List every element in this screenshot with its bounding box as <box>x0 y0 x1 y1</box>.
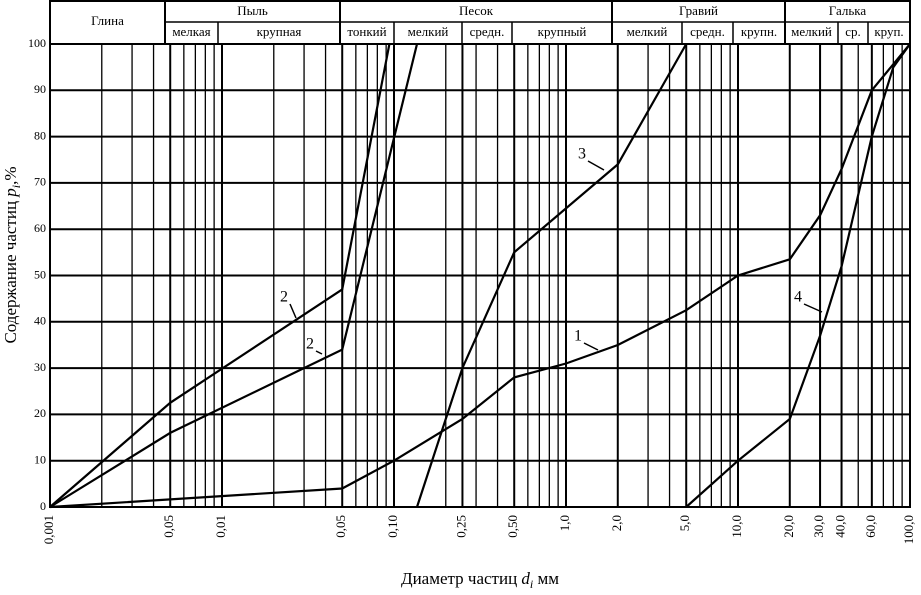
header-subgroup: круп. <box>874 24 903 39</box>
header: Глина Пыль Песок Гравий Галька мелкая крупная т… <box>49 0 911 45</box>
x-tick-label: 2,0 <box>609 515 624 531</box>
curve-label: 2 <box>306 336 314 353</box>
curve <box>49 43 911 509</box>
y-tick-label: 60 <box>34 221 46 235</box>
x-tick-label: 5,0 <box>677 515 692 531</box>
y-tick-label: 80 <box>34 128 46 142</box>
x-tick-label: 60,0 <box>863 515 878 538</box>
x-tick-label: 0,001 <box>41 515 56 544</box>
leader-line <box>315 350 323 355</box>
y-tick-label: 100 <box>28 36 46 50</box>
curves <box>49 43 911 509</box>
x-tick-label: 0,25 <box>453 515 468 538</box>
leader-line <box>587 160 605 171</box>
xlabel: Диаметр частиц di мм <box>401 569 559 591</box>
x-tick-label: 20,0 <box>781 515 796 538</box>
curve <box>415 43 688 508</box>
curve <box>49 43 419 508</box>
curve-label: 3 <box>578 146 586 163</box>
grid <box>49 43 911 508</box>
x-tick-label: 1,0 <box>557 515 572 531</box>
header-group: Пыль <box>237 3 268 18</box>
curve-label: 4 <box>794 289 802 306</box>
header-subgroup: тонкий <box>347 24 386 39</box>
x-tick-label: 40,0 <box>833 515 848 538</box>
header-subgroup: ср. <box>845 24 861 39</box>
axis-label-unit: мм <box>533 569 559 588</box>
header-subgroup: крупный <box>538 24 587 39</box>
x-tick-label: 0,05 <box>333 515 348 538</box>
curve <box>685 43 911 508</box>
axis-label-sub: i <box>9 185 23 188</box>
curve-label: 2 <box>280 289 288 306</box>
header-subgroup: мелкий <box>627 24 668 39</box>
header-subgroup: средн. <box>690 24 725 39</box>
y-tick-label: 0 <box>40 499 46 513</box>
labels: 0 10 20 30 40 50 60 70 80 90 100 0,001 0,05 0,01 0,05 0… <box>1 36 916 591</box>
y-tick-label: 50 <box>34 267 46 281</box>
axis-label-text: Диаметр частиц <box>401 569 521 588</box>
header-group: Песок <box>459 3 494 18</box>
axis-label-var: d <box>521 569 530 588</box>
y-tick-label: 40 <box>34 314 46 328</box>
header-subgroup: мелкий <box>408 24 449 39</box>
leader-line <box>583 342 599 351</box>
header-subgroup: средн. <box>470 24 505 39</box>
y-tick-label: 70 <box>34 175 46 189</box>
header-group: Галька <box>829 3 867 18</box>
y-tick-label: 10 <box>34 452 46 466</box>
y-tick-label: 20 <box>34 406 46 420</box>
header-subgroup: мелкая <box>172 24 210 39</box>
header-subgroup: крупная <box>257 24 302 39</box>
curve-label: 1 <box>574 328 582 345</box>
plot-frame <box>49 43 911 508</box>
axis-label-sub: i <box>530 577 533 591</box>
x-tick-label: 100,0 <box>901 515 916 544</box>
y-tick-label: 90 <box>34 82 46 96</box>
header-group: Гравий <box>679 3 718 18</box>
x-tick-label: 0,05 <box>161 515 176 538</box>
x-tick-label: 10,0 <box>729 515 744 538</box>
x-tick-label: 0,01 <box>213 515 228 538</box>
x-tick-label: 0,10 <box>385 515 400 538</box>
x-tick-label: 30,0 <box>811 515 826 538</box>
leader-line <box>803 303 823 313</box>
axis-label-text: Содержание частиц <box>1 197 20 344</box>
y-tick-label: 30 <box>34 360 46 374</box>
header-subgroup: мелкий <box>791 24 832 39</box>
axis-label-var: p <box>1 188 20 198</box>
x-tick-label: 0,50 <box>505 515 520 538</box>
curve <box>49 43 391 508</box>
leader-line <box>289 303 297 319</box>
ylabel: Содержание частиц pi,% <box>1 166 23 343</box>
header-group: Глина <box>91 13 124 28</box>
axis-label-unit: ,% <box>1 166 20 184</box>
header-subgroup: крупн. <box>741 24 777 39</box>
